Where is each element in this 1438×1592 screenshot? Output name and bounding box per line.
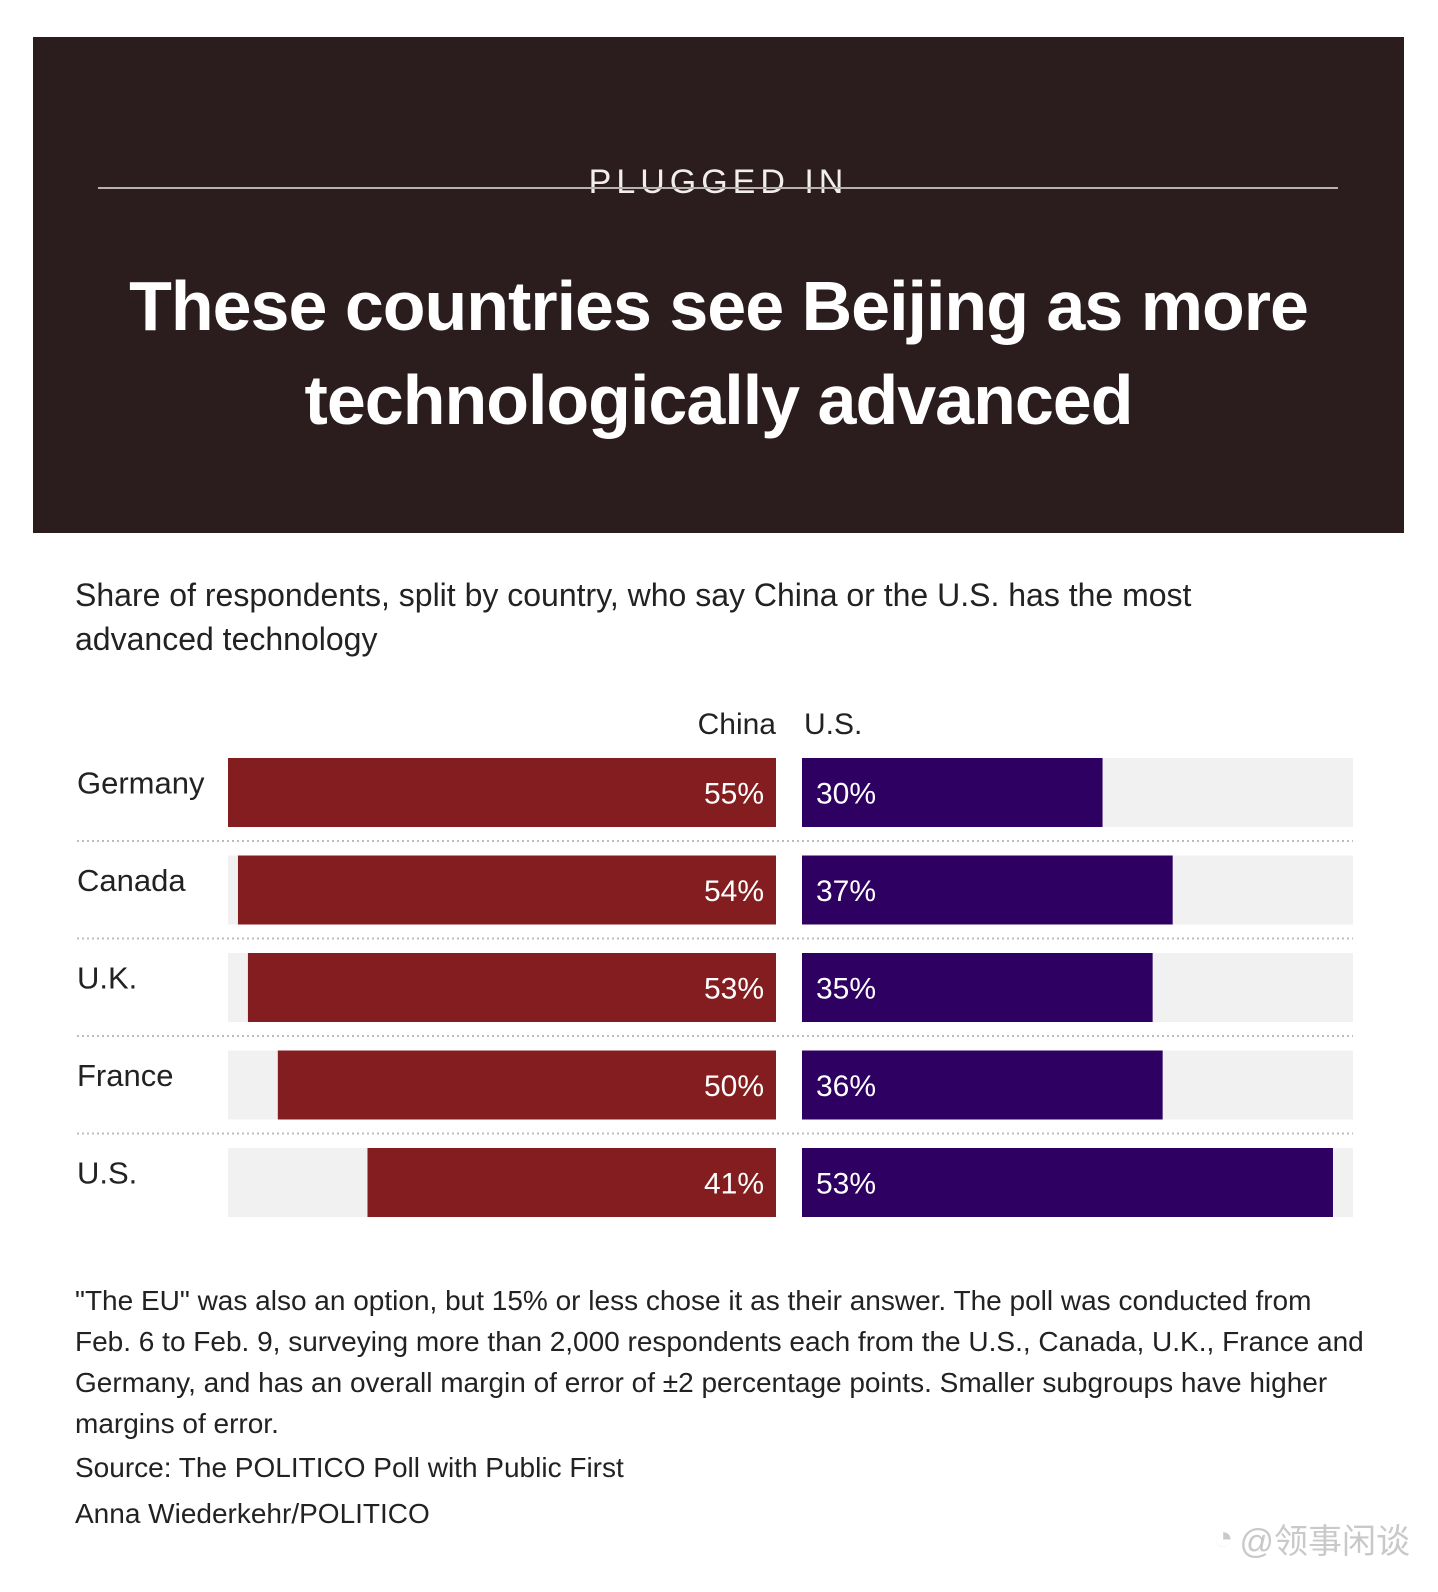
us-bar <box>802 953 1153 1022</box>
watermark-text: @领事闲谈 <box>1239 1523 1410 1561</box>
row-label: U.K. <box>77 961 137 996</box>
footnote: "The EU" was also an option, but 15% or … <box>75 1285 1364 1439</box>
chart-subtitle: Share of respondents, split by country, … <box>75 577 1192 657</box>
us-value-label: 30% <box>816 778 876 811</box>
source-line: Source: The POLITICO Poll with Public Fi… <box>75 1452 624 1483</box>
china-value-label: 54% <box>704 875 764 908</box>
header-divider <box>98 187 1338 189</box>
column-header-china: China <box>698 708 777 741</box>
row-label: Canada <box>77 863 186 898</box>
china-value-label: 53% <box>704 973 764 1006</box>
bar-chart: China U.S. 55% 30% Germany 54% 37% Canada 53% 35%… <box>77 708 1353 1217</box>
credit-line: Anna Wiederkehr/POLITICO <box>75 1498 430 1529</box>
china-value-label: 41% <box>704 1168 764 1201</box>
china-bar <box>367 1148 776 1217</box>
china-bar <box>277 1050 776 1120</box>
us-value-label: 37% <box>816 875 876 908</box>
china-value-label: 55% <box>704 778 764 811</box>
china-bar <box>228 758 776 827</box>
header-banner: PLUGGED IN These countries see Beijing a… <box>33 37 1404 533</box>
us-bar <box>802 855 1173 925</box>
us-bar <box>802 1050 1163 1120</box>
china-value-label: 50% <box>704 1070 764 1103</box>
china-bar <box>237 855 777 925</box>
weibo-icon: ◔ <box>1212 1519 1234 1557</box>
china-bar <box>247 953 777 1022</box>
row-label: Germany <box>77 766 205 801</box>
watermark: ◔ @领事闲谈 <box>1213 1514 1410 1563</box>
row-label: U.S. <box>77 1156 137 1191</box>
us-value-label: 36% <box>816 1070 876 1103</box>
us-bar <box>802 758 1103 827</box>
kicker: PLUGGED IN <box>588 163 849 201</box>
column-header-us: U.S. <box>804 708 862 741</box>
us-value-label: 53% <box>816 1168 876 1201</box>
row-label: France <box>77 1058 173 1093</box>
us-value-label: 35% <box>816 973 876 1006</box>
us-bar <box>802 1148 1333 1217</box>
chart-title: These countries see Beijing as more tech… <box>129 267 1309 439</box>
